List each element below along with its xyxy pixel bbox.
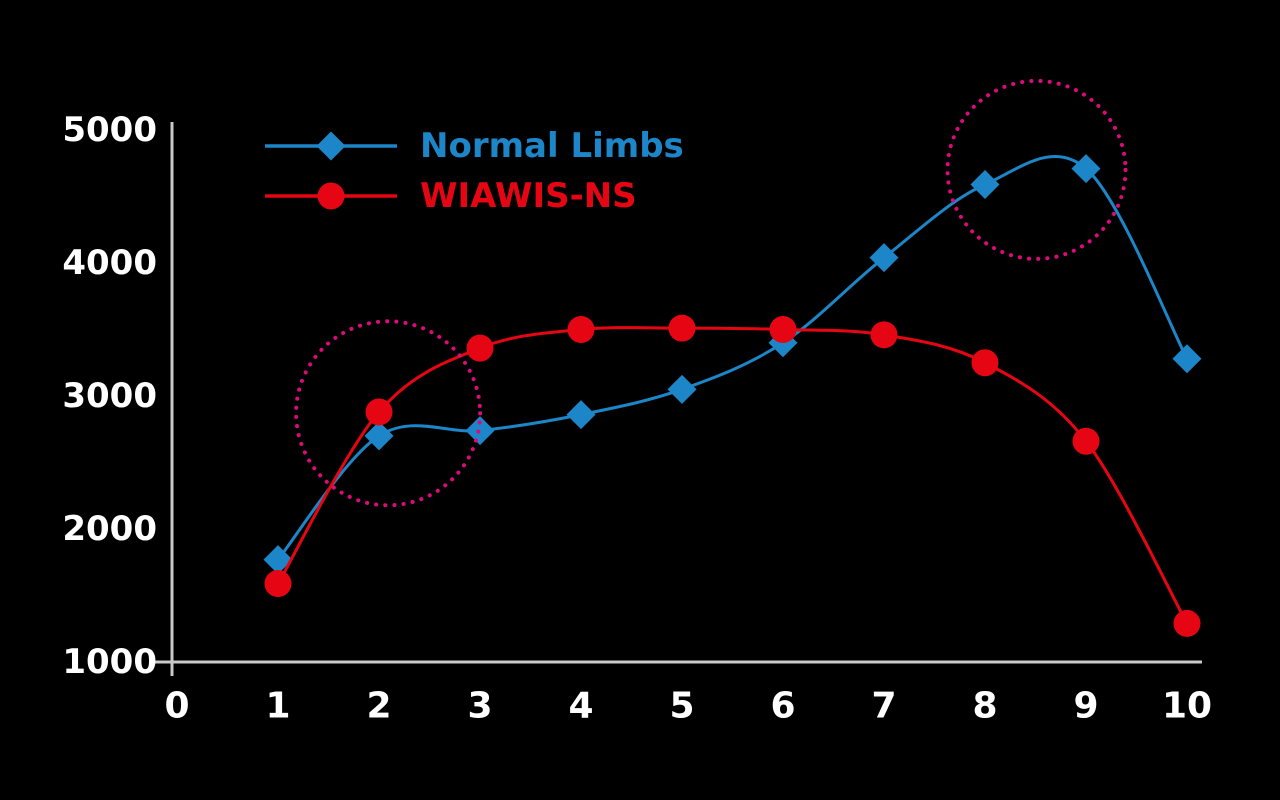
marker-wiawis-ns-x5 — [668, 314, 696, 342]
x-tick-label-4: 4 — [568, 686, 593, 727]
highlight-dotted-circle-2 — [945, 78, 1128, 261]
marker-normal-limbs-x2 — [364, 421, 394, 451]
legend-label-wiawis-ns: WIAWIS-NS — [420, 176, 637, 216]
x-tick-label-6: 6 — [770, 686, 795, 727]
x-tick-label-0: 0 — [164, 686, 189, 727]
marker-wiawis-ns-x9 — [1072, 427, 1100, 455]
legend-marker-circle-wiawis-ns — [317, 182, 345, 210]
marker-wiawis-ns-x7 — [870, 321, 898, 349]
marker-normal-limbs-x8 — [970, 170, 1000, 200]
x-tick-label-3: 3 — [467, 686, 492, 727]
marker-normal-limbs-x1 — [263, 545, 293, 575]
marker-wiawis-ns-x10 — [1173, 609, 1201, 637]
legend-label-normal-limbs: Normal Limbs — [420, 126, 684, 166]
y-tick-label-3000: 3000 — [62, 376, 157, 416]
marker-wiawis-ns-x1 — [264, 570, 292, 598]
y-tick-label-5000: 5000 — [62, 110, 157, 150]
marker-wiawis-ns-x4 — [567, 316, 595, 343]
marker-normal-limbs-x5 — [667, 374, 697, 404]
series-wiawis-ns — [264, 314, 1201, 637]
marker-wiawis-ns-x8 — [971, 349, 999, 377]
legend: Normal Limbs WIAWIS-NS — [265, 126, 684, 216]
legend-item-wiawis-ns: WIAWIS-NS — [265, 176, 637, 216]
marker-wiawis-ns-x3 — [466, 334, 494, 362]
y-tick-label-4000: 4000 — [62, 243, 157, 283]
x-tick-label-9: 9 — [1073, 686, 1098, 727]
y-tick-label-2000: 2000 — [62, 509, 157, 549]
x-tick-label-2: 2 — [366, 686, 391, 727]
marker-normal-limbs-x7 — [869, 243, 899, 273]
marker-normal-limbs-x4 — [566, 400, 596, 430]
marker-wiawis-ns-x6 — [769, 316, 797, 343]
x-tick-label-7: 7 — [871, 686, 896, 727]
series-line-normal-limbs — [276, 155, 1189, 561]
series-normal-limbs — [263, 154, 1202, 575]
x-tick-label-5: 5 — [669, 686, 694, 727]
marker-normal-limbs-x9 — [1071, 154, 1101, 184]
y-tick-label-1000: 1000 — [62, 642, 157, 682]
legend-item-normal-limbs: Normal Limbs — [265, 126, 684, 166]
legend-marker-diamond-normal-limbs — [316, 131, 346, 161]
x-tick-label-1: 1 — [265, 686, 290, 727]
highlight-dotted-circle-1 — [294, 319, 483, 508]
marker-wiawis-ns-x2 — [365, 398, 393, 426]
x-tick-label-8: 8 — [972, 686, 997, 727]
marker-normal-limbs-x10 — [1172, 344, 1202, 374]
x-tick-label-10: 10 — [1162, 686, 1212, 727]
series-line-wiawis-ns — [276, 326, 1189, 625]
